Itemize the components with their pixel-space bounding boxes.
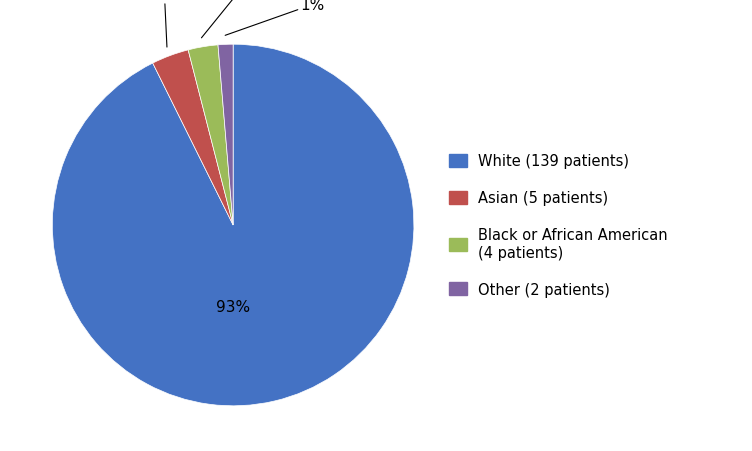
Wedge shape	[153, 51, 233, 226]
Text: 3%: 3%	[152, 0, 177, 48]
Wedge shape	[218, 45, 233, 226]
Wedge shape	[53, 45, 414, 406]
Legend: White (139 patients), Asian (5 patients), Black or African American
(4 patients): White (139 patients), Asian (5 patients)…	[444, 148, 674, 303]
Wedge shape	[188, 46, 233, 226]
Text: 1%: 1%	[225, 0, 325, 36]
Text: 93%: 93%	[216, 299, 250, 314]
Text: 3%: 3%	[202, 0, 259, 39]
